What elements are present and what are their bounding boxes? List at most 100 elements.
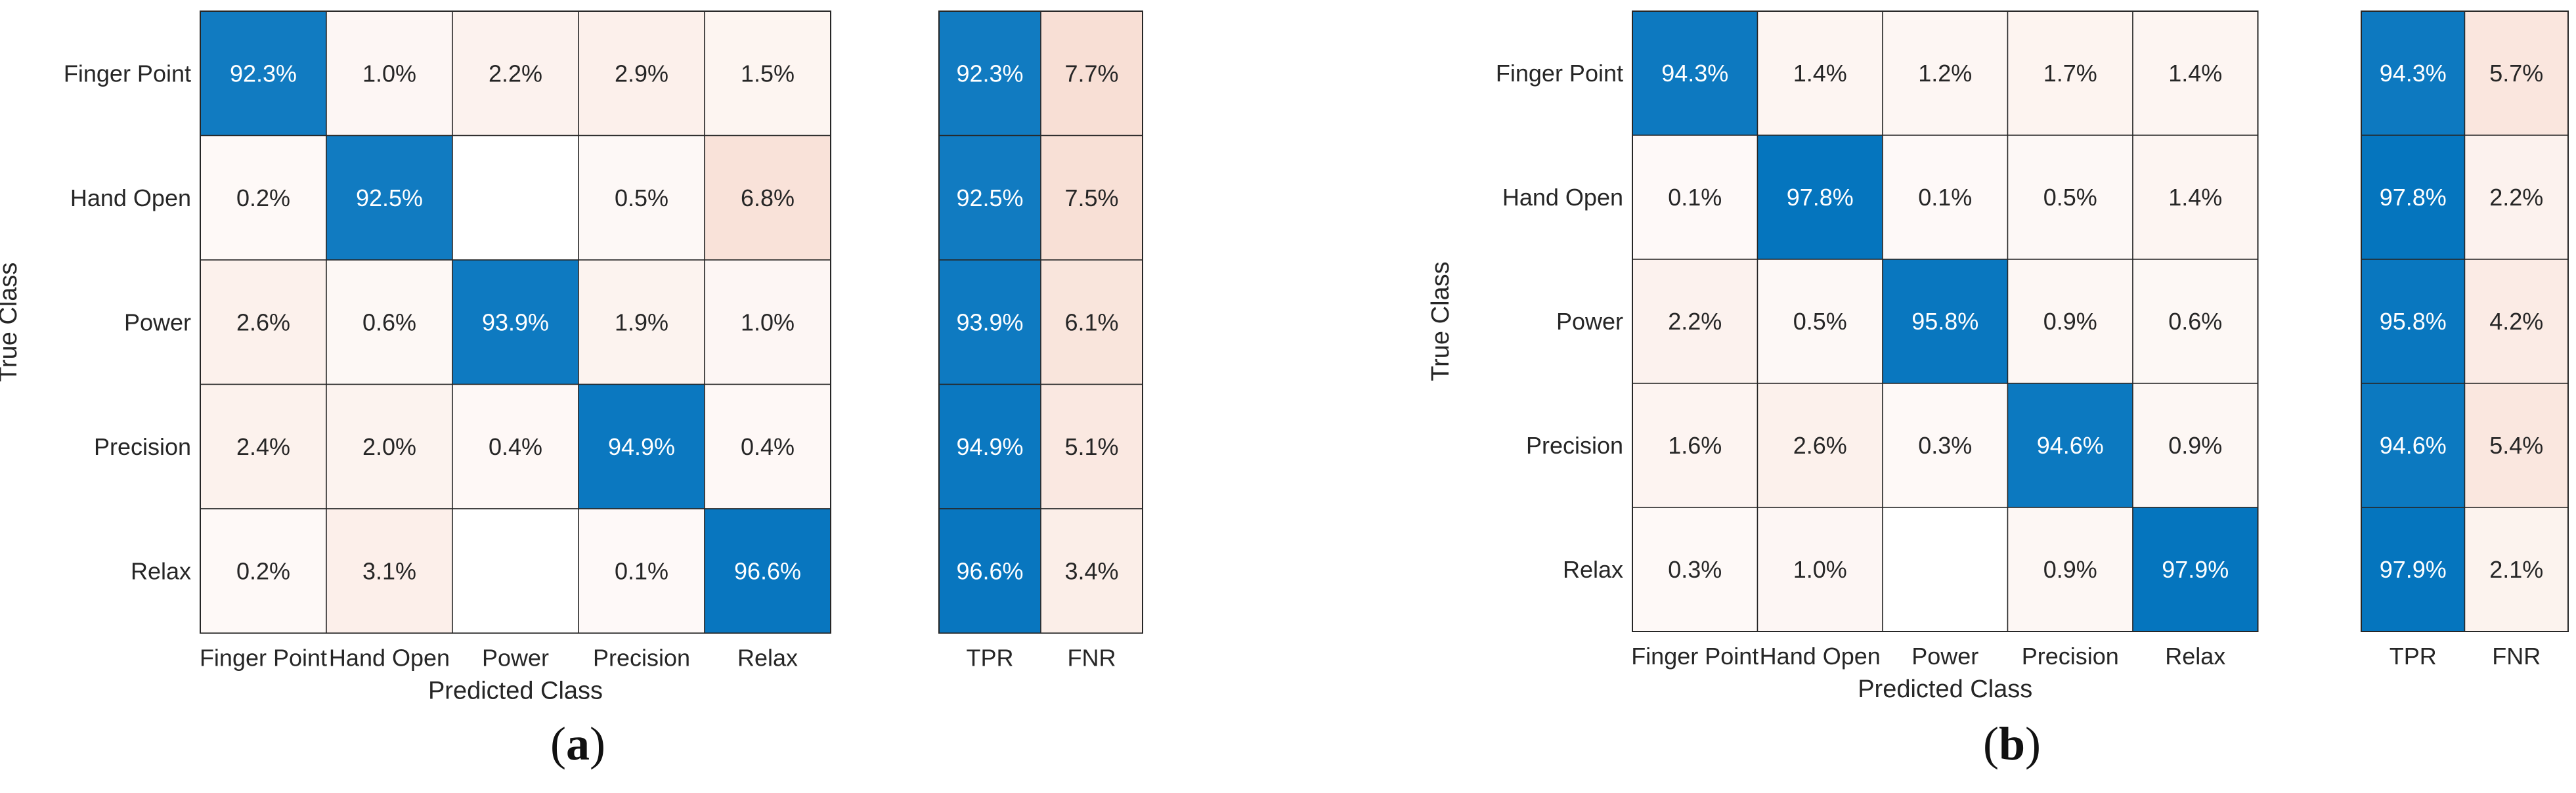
fnr-value-label: 5.4% — [2489, 432, 2543, 459]
summary-tick-label: TPR — [2390, 643, 2437, 670]
col-tick-label: Relax — [2165, 643, 2225, 670]
tpr-cell — [2361, 135, 2466, 260]
cell-value-label: 0.4% — [741, 433, 795, 460]
confusion-matrix-panel-a: 92.3% 1.0% 2.2% 2.9% 1.5% 0.2% 92.5% 0.5% 6.8% 2.… — [0, 0, 1287, 793]
row-tick-label: Relax — [1563, 556, 1623, 583]
fnr-value-label: 2.1% — [2489, 556, 2543, 583]
cell-value-label: 0.3% — [1918, 432, 1972, 459]
fnr-value-label: 5.1% — [1064, 433, 1118, 460]
summary-frame — [2361, 11, 2569, 632]
cell-value-label: 1.4% — [1793, 60, 1847, 87]
cell-value-label: 0.6% — [362, 309, 416, 335]
cell-value-label: 0.9% — [2043, 556, 2097, 583]
matrix-cell — [326, 11, 453, 137]
tpr-cell — [938, 11, 1041, 137]
matrix-cell — [1882, 135, 2009, 260]
cell-value-label: 94.6% — [2037, 432, 2104, 459]
matrix-cell — [452, 259, 579, 385]
fnr-value-label: 7.7% — [1064, 60, 1118, 87]
matrix-cell — [2007, 11, 2133, 136]
cell-value-label: 0.1% — [1668, 184, 1722, 211]
matrix-cell — [578, 383, 705, 509]
matrix-cell — [578, 135, 705, 261]
panel-caption-b: (b) — [1982, 718, 2041, 770]
tpr-value-label: 94.6% — [2380, 432, 2447, 459]
tpr-cell — [2361, 383, 2466, 508]
matrix-cell — [200, 259, 327, 385]
col-tick-label: Precision — [593, 645, 690, 672]
tpr-cell — [938, 383, 1041, 509]
matrix-cell — [200, 383, 327, 509]
row-tick-label: Hand Open — [1502, 184, 1623, 211]
matrix-cell — [704, 383, 831, 509]
cell-value-label: 1.0% — [1793, 556, 1847, 583]
tpr-cell — [938, 259, 1041, 385]
cell-value-label: 96.6% — [734, 557, 801, 584]
col-tick-label: Power — [1911, 643, 1978, 670]
cell-value-label: 1.2% — [1918, 60, 1972, 87]
matrix-cell — [704, 11, 831, 137]
cell-value-label: 0.5% — [1793, 308, 1847, 335]
matrix-cell — [578, 259, 705, 385]
tpr-value-label: 92.3% — [956, 60, 1023, 87]
cell-value-label: 92.3% — [230, 60, 297, 87]
x-axis-label: Predicted Class — [1858, 675, 2032, 703]
col-tick-label: Relax — [737, 645, 798, 672]
col-tick-label: Power — [482, 645, 549, 672]
cell-value-label: 93.9% — [482, 309, 549, 335]
fnr-value-label: 3.4% — [1064, 557, 1118, 584]
cell-value-label: 6.8% — [741, 184, 795, 211]
fnr-cell — [1040, 383, 1143, 509]
col-tick-label: Hand Open — [329, 645, 450, 672]
confusion-matrix-panel-b: 94.3% 1.4% 1.2% 1.7% 1.4% 0.1% 97.8% 0.1% 0.5% 1.… — [1288, 0, 2575, 793]
cell-value-label: 1.6% — [1668, 432, 1722, 459]
confusion-matrix-chart-a: 92.3% 1.0% 2.2% 2.9% 1.5% 0.2% 92.5% 0.5% 6.8% 2.… — [0, 11, 1143, 705]
summary-frame — [938, 11, 1143, 634]
matrix-cell — [1882, 259, 2009, 384]
tpr-value-label: 97.9% — [2380, 556, 2447, 583]
row-tick-label: Power — [1556, 308, 1623, 335]
matrix-frame — [1632, 11, 2259, 632]
row-tick-label: Relax — [131, 557, 191, 584]
cell-value-label: 2.4% — [236, 433, 290, 460]
cell-value-label: 0.2% — [236, 557, 290, 584]
cell-value-label: 0.9% — [2043, 308, 2097, 335]
matrix-frame — [200, 11, 831, 634]
matrix-cell — [578, 508, 705, 634]
summary-tick-label: TPR — [967, 645, 1014, 672]
fnr-cell — [1040, 135, 1143, 261]
row-tick-label: Power — [124, 309, 191, 335]
tpr-cell — [938, 135, 1041, 261]
matrix-cell — [1632, 11, 1758, 136]
matrix-cell — [1757, 383, 1883, 508]
matrix-cell — [452, 508, 579, 634]
matrix-cell — [1882, 507, 2009, 632]
row-tick-label: Finger Point — [1496, 60, 1623, 87]
cell-value-label: 1.0% — [741, 309, 795, 335]
y-axis-label: True Class — [1427, 261, 1454, 381]
cell-value-label: 94.3% — [1661, 60, 1728, 87]
tpr-cell — [2361, 259, 2466, 384]
row-tick-label: Hand Open — [70, 184, 191, 211]
fnr-cell — [2464, 11, 2569, 136]
cell-value-label: 0.5% — [2043, 184, 2097, 211]
matrix-cell — [2132, 507, 2259, 632]
fnr-cell — [2464, 135, 2569, 260]
matrix-cell — [1632, 259, 1758, 384]
matrix-cell — [1882, 383, 2009, 508]
fnr-value-label: 7.5% — [1064, 184, 1118, 211]
cell-value-label: 0.1% — [615, 557, 668, 584]
fnr-cell — [1040, 259, 1143, 385]
cell-value-label: 0.5% — [615, 184, 668, 211]
matrix-cell — [326, 508, 453, 634]
cell-value-label: 0.1% — [1918, 184, 1972, 211]
tpr-value-label: 96.6% — [956, 557, 1023, 584]
matrix-cell — [452, 135, 579, 261]
matrix-cell — [200, 135, 327, 261]
cell-value-label: 95.8% — [1911, 308, 1978, 335]
cell-value-label: 0.6% — [2168, 308, 2222, 335]
matrix-cell — [2132, 383, 2259, 508]
matrix-cell — [200, 11, 327, 137]
cell-value-label: 3.1% — [362, 557, 416, 584]
matrix-cell — [578, 11, 705, 137]
